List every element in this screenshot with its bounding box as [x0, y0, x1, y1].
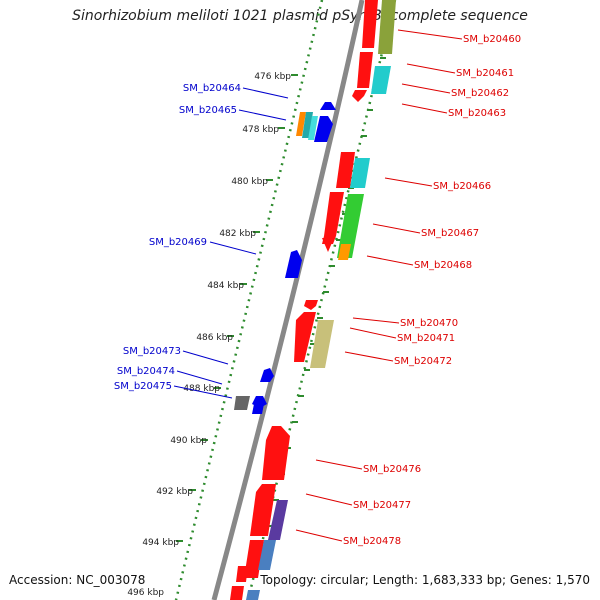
- gene-arrow-sm-b20467: [322, 192, 344, 244]
- gene-arrow-sm-b20467-tip: [322, 238, 334, 252]
- outer-ticks: [176, 74, 298, 542]
- sequence-backbone: [211, 0, 365, 600]
- gene-label-right: SM_b20466: [433, 181, 491, 192]
- gene-label-right: SM_b20477: [353, 500, 411, 511]
- gene-domain-green: [337, 194, 364, 258]
- kbp-tick-label: 482 kbp: [219, 229, 256, 239]
- gene-arrow-sm-b20465: [314, 116, 333, 142]
- gene-domain-olive: [378, 0, 396, 54]
- gene-label-left: SM_b20475: [114, 381, 172, 392]
- gene-domain-steelblue: [258, 540, 276, 570]
- gene-label-left: SM_b20464: [183, 83, 241, 94]
- map-title: Sinorhizobium meliloti 1021 plasmid pSym…: [72, 8, 528, 24]
- kbp-tick-label: 484 kbp: [207, 281, 244, 291]
- gene-label-right: SM_b20462: [451, 88, 509, 99]
- kbp-tick-label: 486 kbp: [196, 333, 233, 343]
- gene-label-left: SM_b20465: [179, 105, 237, 116]
- gene-label-right: SM_b20467: [421, 228, 479, 239]
- topology-text: Topology: circular; Length: 1,683,333 bp…: [260, 573, 590, 587]
- gene-label-right: SM_b20478: [343, 536, 401, 547]
- gene-label-right: SM_b20461: [456, 68, 514, 79]
- gene-label-left: SM_b20474: [117, 366, 175, 377]
- gene-label-right: SM_b20463: [448, 108, 506, 119]
- kbp-tick-label: 492 kbp: [156, 487, 193, 497]
- gene-arrow-sm-b20469: [285, 250, 302, 278]
- kbp-labels: 476 kbp 478 kbp 480 kbp 482 kbp 484 kbp …: [127, 72, 291, 598]
- kbp-tick-label: 476 kbp: [254, 72, 291, 82]
- right-connectors: [295, 29, 463, 542]
- gene-arrow-bottom: [236, 566, 248, 582]
- gene-label-right: SM_b20470: [400, 318, 458, 329]
- gene-label-right: SM_b20460: [463, 34, 521, 45]
- kbp-tick-label: 496 kbp: [127, 588, 164, 598]
- gene-domain-cyan: [371, 66, 391, 94]
- gene-arrow-sm-b20476: [262, 426, 290, 480]
- gene-arrow-sm-b20462: [352, 90, 367, 102]
- gene-domain-orange-2: [296, 112, 306, 136]
- kbp-tick-label: 480 kbp: [231, 177, 268, 187]
- gene-arrow-sm-b20460: [362, 0, 378, 48]
- kbp-tick-label: 490 kbp: [170, 436, 207, 446]
- gene-arrow-sm-b20461: [357, 52, 373, 88]
- left-features: [234, 102, 336, 414]
- gene-arrow-sm-b20473: [260, 368, 274, 382]
- inner-scale-line: [246, 0, 397, 600]
- outer-scale-line: [174, 0, 324, 600]
- accession-text: Accession: NC_003078: [9, 573, 146, 587]
- gene-domain-teal: [302, 112, 313, 138]
- right-features: [230, 0, 396, 600]
- gene-label-right: SM_b20476: [363, 464, 421, 475]
- gene-label-right: SM_b20468: [414, 260, 472, 271]
- gene-label-right: SM_b20471: [397, 333, 455, 344]
- right-gene-labels: SM_b20460 SM_b20461 SM_b20462 SM_b20463 …: [343, 34, 521, 547]
- gene-domain-cyan-3: [308, 116, 318, 140]
- gene-arrow-sm-b20470: [304, 300, 318, 310]
- gene-arrow-sm-b20466: [336, 152, 355, 188]
- gene-domain-khaki: [310, 320, 334, 368]
- gene-arrow-sm-b20471: [294, 312, 316, 362]
- gene-label-left: SM_b20473: [123, 346, 181, 357]
- gene-domain-bottom-blue: [246, 590, 260, 600]
- gene-domain-orange: [338, 244, 351, 260]
- gene-domain-purple: [268, 500, 288, 540]
- kbp-tick-label: 494 kbp: [142, 538, 179, 548]
- gene-arrow-bottom-2: [230, 586, 244, 600]
- left-gene-labels: SM_b20464 SM_b20465 SM_b20469 SM_b20473 …: [114, 83, 241, 392]
- gene-domain-gray: [234, 396, 250, 410]
- kbp-tick-label: 478 kbp: [242, 125, 279, 135]
- gene-arrow-sm-b20464: [320, 102, 336, 110]
- gene-label-right: SM_b20472: [394, 356, 452, 367]
- gene-arrow-sm-b20477: [250, 484, 276, 536]
- gene-domain-cyan-2: [350, 158, 370, 188]
- kbp-tick-label: 488 kbp: [183, 384, 220, 394]
- left-connectors: [173, 87, 289, 399]
- gene-arrow-sm-b20474-b: [252, 404, 264, 414]
- gene-label-left: SM_b20469: [149, 237, 207, 248]
